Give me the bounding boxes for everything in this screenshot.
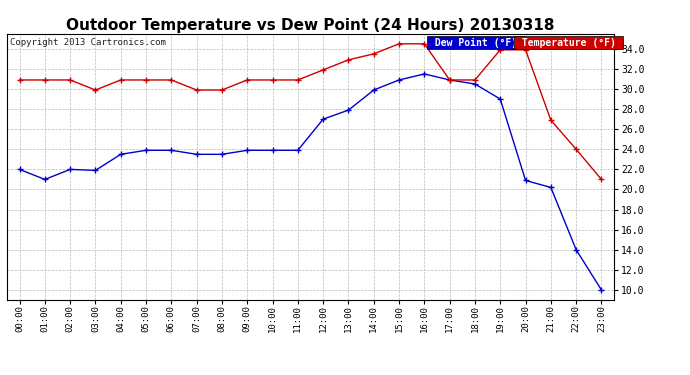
Title: Outdoor Temperature vs Dew Point (24 Hours) 20130318: Outdoor Temperature vs Dew Point (24 Hou…	[66, 18, 555, 33]
Text: Copyright 2013 Cartronics.com: Copyright 2013 Cartronics.com	[10, 38, 166, 47]
Text: Dew Point (°F): Dew Point (°F)	[429, 38, 523, 48]
Text: Temperature (°F): Temperature (°F)	[515, 38, 622, 48]
